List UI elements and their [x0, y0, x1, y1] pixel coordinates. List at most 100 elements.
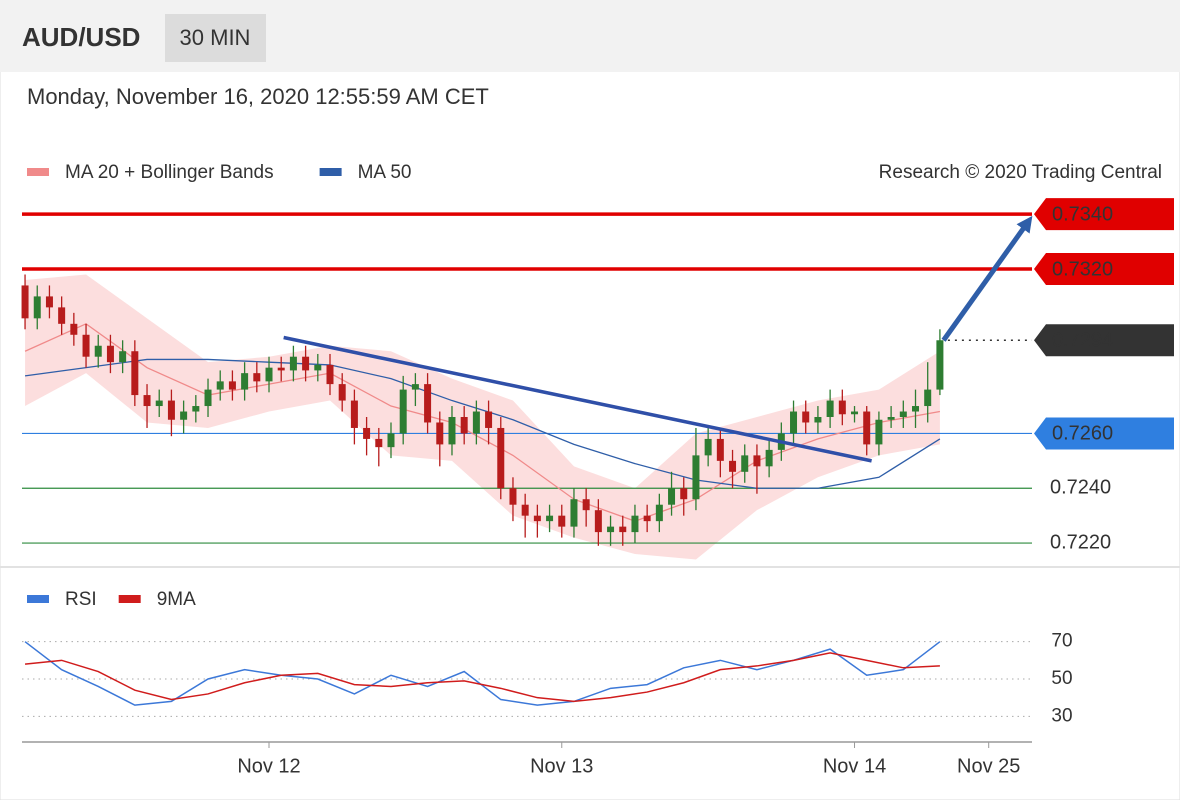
candle-body	[924, 389, 932, 407]
level-label: 0.7240	[1050, 477, 1111, 499]
candle-body	[131, 351, 139, 396]
credit: Research © 2020 Trading Central	[879, 162, 1162, 183]
datetime: Monday, November 16, 2020 12:55:59 AM CE…	[27, 84, 489, 109]
candle-body	[350, 400, 358, 428]
candle-body	[485, 411, 493, 428]
candle-body	[460, 417, 468, 434]
candle-body	[143, 395, 151, 407]
y-tick-label: 70	[1051, 631, 1072, 652]
legend-label: MA 20 + Bollinger Bands	[65, 162, 274, 183]
candle-body	[302, 356, 310, 371]
x-tick-label: Nov 13	[530, 755, 593, 777]
candle-body	[228, 381, 236, 390]
candle-body	[277, 367, 285, 371]
candle-body	[94, 345, 102, 357]
candle-body	[363, 427, 371, 439]
candle-body	[167, 400, 175, 420]
level-badge	[1034, 253, 1174, 285]
candle-body	[680, 488, 688, 500]
candle-body	[289, 356, 297, 371]
candle-body	[936, 340, 944, 390]
candle-body	[814, 417, 822, 423]
candle-body	[106, 345, 114, 363]
candle-body	[741, 455, 749, 472]
level-label: 0.7294	[1052, 330, 1113, 352]
candle-body	[655, 504, 663, 522]
moving-average	[24, 323, 941, 522]
candle-body	[668, 488, 676, 505]
candle-body	[497, 427, 505, 489]
candle-body	[70, 323, 78, 335]
x-tick-label: Nov 14	[823, 755, 886, 777]
candle-body	[472, 411, 480, 434]
rsi-line	[24, 652, 940, 703]
legend-label: 9MA	[157, 589, 196, 610]
candle-body	[912, 406, 920, 412]
candle-body	[692, 455, 700, 500]
moving-average	[24, 358, 941, 489]
legend-swatch	[319, 168, 342, 176]
interval: 30 MIN	[180, 25, 251, 50]
candle-body	[180, 411, 188, 420]
candle-body	[875, 419, 883, 445]
candle-body	[411, 384, 419, 390]
candle-body	[802, 411, 810, 423]
y-tick-label: 30	[1051, 705, 1072, 726]
symbol: AUD/USD	[22, 22, 140, 52]
level-label: 0.7260	[1052, 423, 1113, 445]
candle-body	[338, 384, 346, 401]
candle-body	[619, 526, 627, 533]
legend-swatch	[118, 595, 141, 603]
candle-body	[45, 296, 53, 308]
x-tick-label: Nov 12	[237, 755, 300, 777]
candle-body	[399, 389, 407, 434]
candle-body	[558, 515, 566, 527]
candle-body	[607, 526, 615, 533]
level-badge	[1034, 324, 1174, 357]
candle-body	[424, 384, 432, 423]
candle-body	[851, 411, 859, 415]
candle-body	[790, 411, 798, 434]
candle-body	[58, 307, 66, 324]
candle-body	[387, 433, 395, 448]
candle-body	[631, 515, 639, 533]
level-badge	[1034, 417, 1174, 450]
candle-body	[21, 285, 29, 319]
candle-body	[826, 400, 834, 417]
level-label: 0.7340	[1052, 203, 1113, 225]
y-tick-label: 50	[1051, 668, 1072, 689]
legend-label: MA 50	[358, 162, 412, 183]
plot: MA 20 + Bollinger Bands MA 50 0.7340 0.7320…	[21, 162, 1174, 777]
candle-body	[448, 417, 456, 445]
candle-body	[241, 373, 249, 390]
candle-body	[533, 515, 541, 522]
forecast-arrow	[941, 215, 1033, 342]
candle-body	[436, 422, 444, 445]
candle-body	[155, 400, 163, 407]
candle-body	[729, 460, 737, 472]
candle-body	[594, 510, 602, 533]
candle-body	[546, 515, 554, 522]
legend-label: RSI	[65, 589, 97, 610]
candle-body	[192, 406, 200, 412]
x-tick-label: Nov 25	[957, 755, 1020, 777]
candle-body	[570, 499, 578, 527]
candle-body	[765, 449, 773, 467]
level-label: 0.7320	[1052, 258, 1113, 280]
candle-body	[838, 400, 846, 415]
level-label: 0.7220	[1050, 531, 1111, 553]
legend-swatch	[27, 595, 49, 603]
candle-body	[899, 411, 907, 417]
candle-body	[375, 438, 383, 448]
candle-body	[704, 438, 712, 456]
candle-body	[863, 411, 871, 445]
candle-body	[887, 417, 895, 420]
candle-body	[253, 373, 261, 382]
legend-swatch	[27, 168, 49, 176]
candle-body	[314, 364, 322, 371]
candle-body	[82, 334, 90, 357]
candle-body	[204, 389, 212, 407]
trendline	[283, 335, 872, 463]
interval-box	[165, 14, 266, 62]
